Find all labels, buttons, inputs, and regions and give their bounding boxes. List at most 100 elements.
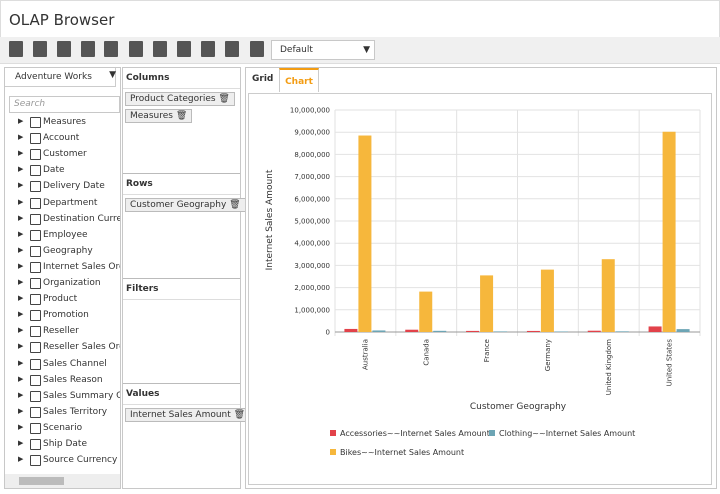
bar [540, 269, 554, 332]
cube-selector[interactable]: Adventure Works [5, 68, 116, 87]
dropdown-arrow[interactable]: ▼ [109, 70, 116, 80]
tree-item[interactable]: Ship Date [43, 439, 88, 449]
field-name[interactable]: Product Categories 🗑 [125, 92, 235, 106]
expand-arrow[interactable]: ▶ [18, 261, 24, 270]
tree-item[interactable]: Sales Channel [43, 358, 107, 369]
tree-item[interactable]: Source Currency [43, 455, 118, 466]
tree-item[interactable]: Customer [43, 149, 87, 160]
expand-arrow[interactable]: ▶ [18, 117, 24, 125]
x-tick-label: France [483, 339, 491, 362]
tree-item[interactable]: Sales Reason [43, 374, 103, 385]
expand-arrow[interactable]: ▶ [18, 390, 24, 399]
expand-arrow[interactable]: ▶ [18, 326, 24, 335]
dimension-icon [30, 342, 41, 354]
field-pill[interactable]: Customer Geography 🗑 [123, 195, 246, 212]
expand-arrow[interactable]: ▶ [18, 181, 24, 190]
field-name[interactable]: Customer Geography 🗑 [125, 198, 246, 212]
tree-item[interactable]: Geography [43, 245, 93, 256]
tree-item[interactable]: Employee [43, 229, 88, 240]
remove-icon[interactable]: 🗑 [226, 200, 241, 210]
tree-item[interactable]: Promotion [43, 310, 89, 321]
expand-arrow[interactable]: ▶ [18, 165, 24, 174]
tool-icon[interactable] [9, 41, 23, 57]
tree-item[interactable]: Reseller [43, 326, 79, 337]
remove-icon[interactable]: 🗑 [230, 410, 246, 420]
bar [433, 330, 447, 332]
y-tick-label: 10,000,000 [290, 107, 330, 115]
x-tick-label: United States [666, 339, 674, 387]
tool-icon[interactable] [104, 41, 118, 57]
report-dropdown[interactable]: Default ▼ [271, 40, 375, 60]
tab[interactable]: Grid [252, 74, 274, 84]
tree-item[interactable]: Sales Territory [43, 406, 108, 417]
expand-arrow[interactable]: ▶ [18, 213, 24, 222]
tree-item[interactable]: Internet Sales Order [43, 261, 120, 272]
tree-item[interactable]: Sales Summary Orde [43, 390, 120, 401]
bar [648, 326, 662, 332]
tool-icon[interactable] [33, 41, 47, 57]
dimension-icon [30, 310, 41, 322]
expand-arrow[interactable]: ▶ [18, 358, 24, 367]
expand-arrow[interactable]: ▶ [18, 455, 24, 464]
tree-item[interactable]: Measures [43, 117, 86, 127]
tree-item[interactable]: Department [43, 197, 98, 208]
expand-arrow[interactable]: ▶ [18, 229, 24, 238]
expand-arrow[interactable]: ▶ [18, 439, 24, 447]
field-name[interactable]: Measures 🗑 [125, 109, 193, 123]
bar [662, 131, 676, 332]
expand-arrow[interactable]: ▶ [18, 342, 24, 351]
remove-icon[interactable]: 🗑 [172, 111, 188, 121]
field-pill[interactable]: Product Categories 🗑 [123, 89, 240, 106]
tree-item[interactable]: Organization [43, 278, 101, 288]
drop-panel: Rows Customer Geography 🗑 [123, 173, 246, 279]
tree-item[interactable]: Reseller Sales Order [43, 342, 120, 353]
search-box[interactable]: Search [9, 96, 120, 113]
tree-item[interactable]: Date [43, 165, 65, 176]
expand-arrow[interactable]: ▶ [18, 197, 24, 206]
tool-icon[interactable] [153, 41, 167, 57]
tree-item[interactable]: Account [43, 133, 80, 144]
chart-border [248, 93, 712, 485]
dimension-icon [30, 149, 41, 161]
expand-arrow[interactable]: ▶ [18, 310, 24, 319]
tool-icon[interactable] [129, 41, 143, 57]
tool-icon[interactable] [57, 41, 71, 57]
pivot-panels: Columns Product Categories 🗑 Measures 🗑 Row… [122, 67, 251, 489]
expand-arrow[interactable]: ▶ [18, 422, 24, 431]
expand-arrow[interactable]: ▶ [18, 149, 24, 158]
tool-icon[interactable] [250, 41, 264, 57]
expand-arrow[interactable]: ▶ [18, 133, 24, 142]
expand-arrow[interactable]: ▶ [18, 294, 24, 303]
tab-active[interactable]: Chart [279, 68, 319, 92]
bar [358, 135, 372, 332]
drop-panel: Values Internet Sales Amount 🗑 [123, 383, 251, 489]
tree-item[interactable]: Product [43, 294, 78, 305]
expand-arrow[interactable]: ▶ [18, 278, 24, 286]
tree-item[interactable]: Destination Currenc [43, 213, 120, 224]
field-pill[interactable]: Measures 🗑 [123, 106, 240, 123]
dimension-icon [30, 326, 41, 338]
field-pill[interactable]: Internet Sales Amount 🗑 [123, 405, 251, 422]
tool-icon[interactable] [81, 41, 95, 57]
remove-icon[interactable]: 🗑 [215, 94, 230, 104]
dimension-icon [30, 358, 41, 370]
y-tick-label: 0 [326, 329, 330, 337]
field-name[interactable]: Internet Sales Amount 🗑 [125, 408, 251, 422]
expand-arrow[interactable]: ▶ [18, 245, 24, 254]
expand-arrow[interactable]: ▶ [18, 406, 24, 415]
y-tick-label: 7,000,000 [294, 173, 330, 181]
legend-swatch [489, 430, 495, 436]
dimension-icon [30, 422, 41, 434]
tree-item[interactable]: Scenario [43, 422, 83, 433]
tree-item[interactable]: Delivery Date [43, 181, 105, 192]
tool-icon[interactable] [201, 41, 215, 57]
legend-label: Accessories~~Internet Sales Amount [340, 429, 490, 438]
x-tick-label: United Kingdom [605, 339, 613, 395]
dimension-icon [30, 181, 41, 193]
bar [419, 291, 433, 332]
x-axis-title: Customer Geography [470, 402, 567, 412]
expand-arrow[interactable]: ▶ [18, 374, 24, 383]
tool-icon[interactable] [225, 41, 239, 57]
tool-icon[interactable] [177, 41, 191, 57]
